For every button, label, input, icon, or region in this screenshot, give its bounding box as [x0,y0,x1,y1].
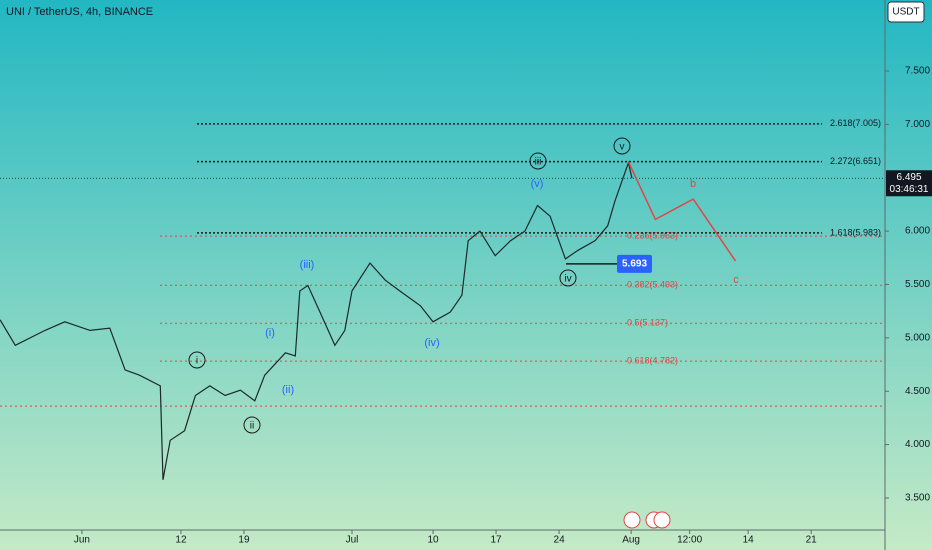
y-tick-label: 5.000 [905,332,930,343]
x-tick-label: 19 [238,535,250,546]
event-icons [623,511,671,529]
wave-label: iv [564,274,571,285]
fib-label: 2.272(6.651) [830,156,881,166]
wave-label: i [196,356,198,367]
wave-circle [243,416,261,434]
currency-label[interactable]: USDT [892,7,919,18]
wave-circle [559,269,577,287]
event-icon[interactable] [623,511,641,529]
low-marker-box [617,254,652,273]
countdown-label: 03:46:31 [890,184,929,195]
wave-circle [188,351,206,369]
wave-label: iii [535,157,542,168]
x-tick-label: 14 [743,535,755,546]
subwave-label: (ii) [282,384,294,396]
y-tick-label: 7.000 [905,119,930,130]
retrace-label: 0.236(5.953) [627,230,678,240]
fib-label: 1.618(5.983) [830,227,881,237]
x-tick-label: 24 [554,535,566,546]
x-tick-label: 21 [806,535,818,546]
x-tick-label: Aug [622,535,640,546]
retrace-label: 0.382(5.493) [627,280,678,290]
wave-label: ii [250,421,254,432]
low-marker-label: 5.693 [622,259,647,270]
subwave-label: (v) [531,178,544,190]
retrace-label: 0.618(4.782) [627,356,678,366]
x-tick-label: Jun [74,535,90,546]
y-tick-label: 3.500 [905,493,930,504]
projection-label: c [733,274,739,286]
retrace-label: 0.5(5.137) [627,318,668,328]
subwave-label: (iv) [424,337,439,349]
x-tick-label: 10 [427,535,439,546]
wave-circle [613,137,631,155]
wave-circle [529,152,547,170]
x-tick-label: 12 [175,535,187,546]
last-price-label: 6.495 [896,172,921,183]
fib-label: 2.618(7.005) [830,118,881,128]
projection-label: b [690,178,696,190]
subwave-label: (iii) [300,259,315,271]
chart-title: UNI / TetherUS, 4h, BINANCE [6,6,153,18]
y-tick-label: 7.500 [905,66,930,77]
y-tick-label: 6.000 [905,226,930,237]
y-tick-label: 4.000 [905,439,930,450]
last-price-badge [886,170,932,197]
subwave-label: (i) [265,327,275,339]
price-line [0,160,633,480]
wave-label: v [620,142,625,153]
x-tick-label: 17 [491,535,503,546]
currency-button[interactable] [887,1,925,23]
x-tick-label: Jul [346,535,359,546]
y-tick-label: 4.500 [905,386,930,397]
projection-line [627,161,737,262]
event-icon[interactable] [653,511,671,529]
y-tick-label: 5.500 [905,279,930,290]
x-tick-label: 12:00 [677,535,702,546]
